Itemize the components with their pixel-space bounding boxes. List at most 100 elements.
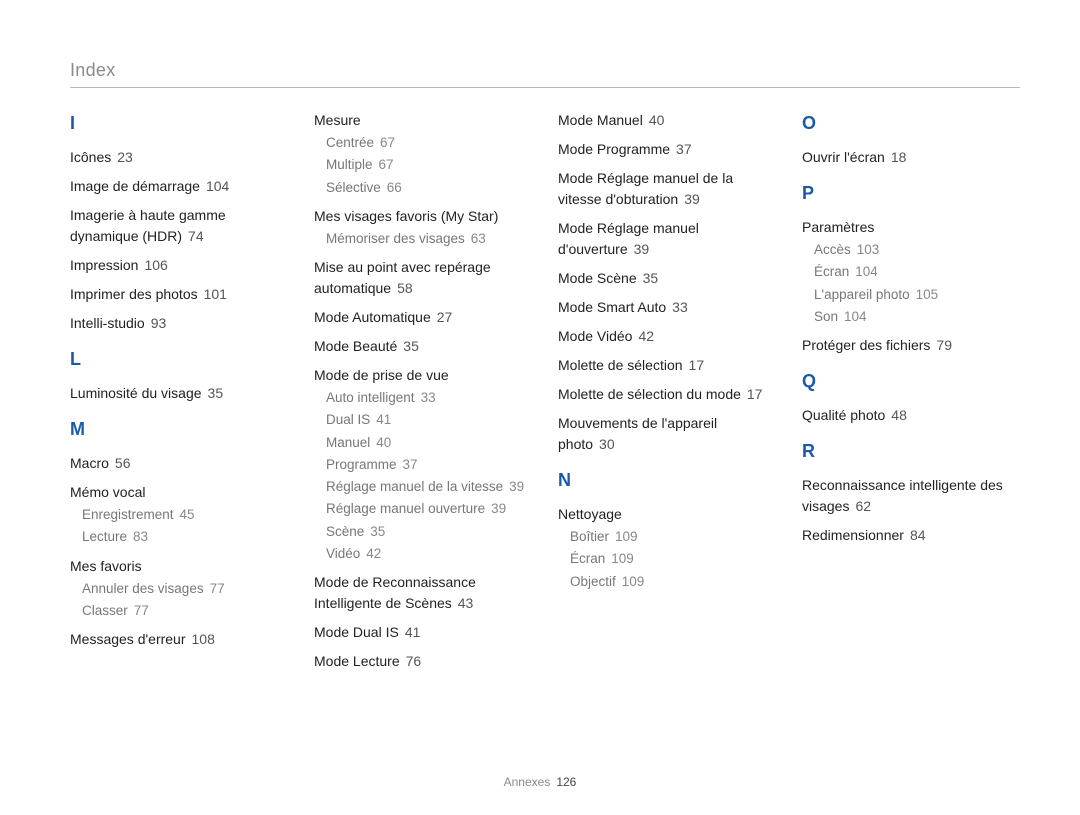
index-entry-label: Mode Dual IS — [314, 624, 399, 640]
index-entry[interactable]: Mode Scène35 — [558, 268, 776, 289]
index-entry-label: Macro — [70, 455, 109, 471]
index-subentry[interactable]: Accès103 — [814, 240, 1020, 260]
index-subentry[interactable]: Multiple67 — [326, 155, 532, 175]
index-subentries: Mémoriser des visages63 — [314, 229, 532, 249]
index-entry[interactable]: Mode Réglage manuel de la vitesse d'obtu… — [558, 168, 776, 210]
index-entry[interactable]: ParamètresAccès103Écran104L'appareil pho… — [802, 217, 1020, 327]
index-subentry-page: 42 — [366, 546, 381, 561]
index-subentry-page: 39 — [509, 479, 524, 494]
index-entry[interactable]: Intelli-studio93 — [70, 313, 288, 334]
index-entry-label: Mode Lecture — [314, 653, 400, 669]
index-entry[interactable]: Icônes23 — [70, 147, 288, 168]
index-entry[interactable]: Mode Lecture 76 — [314, 651, 532, 672]
index-entry-page: 17 — [689, 357, 705, 373]
index-entry-page: 35 — [208, 385, 224, 401]
index-subentry-label: Classer — [82, 603, 128, 618]
index-subentry-page: 39 — [491, 501, 506, 516]
index-subentries: Accès103Écran104L'appareil photo105Son10… — [802, 240, 1020, 327]
index-subentry[interactable]: Scène35 — [326, 522, 532, 542]
index-entry[interactable]: MesureCentrée67Multiple67Sélective66 — [314, 110, 532, 198]
index-subentry-label: Vidéo — [326, 546, 360, 561]
index-entry[interactable]: Mémo vocal Enregistrement45Lecture83 — [70, 482, 288, 548]
footer-page-number: 126 — [556, 775, 576, 789]
index-subentry[interactable]: Réglage manuel ouverture39 — [326, 499, 532, 519]
index-entry[interactable]: Mode Beauté35 — [314, 336, 532, 357]
index-entry[interactable]: Mode Programme37 — [558, 139, 776, 160]
index-entry[interactable]: Molette de sélection17 — [558, 355, 776, 376]
index-subentry-page: 66 — [387, 180, 402, 195]
index-entry[interactable]: Mode de Reconnaissance Intelligente de S… — [314, 572, 532, 614]
index-entry-label: Messages d'erreur — [70, 631, 186, 647]
index-entry-label: Mode de Reconnaissance Intelligente de S… — [314, 574, 476, 611]
index-subentry[interactable]: Objectif109 — [570, 572, 776, 592]
index-subentry-label: Programme — [326, 457, 397, 472]
index-subentry[interactable]: Boîtier109 — [570, 527, 776, 547]
index-subentry-page: 63 — [471, 231, 486, 246]
index-subentry[interactable]: Annuler des visages77 — [82, 579, 288, 599]
index-subentry[interactable]: Vidéo 42 — [326, 544, 532, 564]
index-entry[interactable]: Mode Manuel40 — [558, 110, 776, 131]
index-entry-label: Mode Beauté — [314, 338, 397, 354]
index-entry[interactable]: Mode Dual IS41 — [314, 622, 532, 643]
index-entry[interactable]: Ouvrir l'écran18 — [802, 147, 1020, 168]
index-subentry[interactable]: Lecture83 — [82, 527, 288, 547]
index-subentry[interactable]: Son104 — [814, 307, 1020, 327]
index-entry-label: Mode Vidéo — [558, 328, 632, 344]
index-entry[interactable]: Mise au point avec repérage automatique5… — [314, 257, 532, 299]
index-subentry[interactable]: L'appareil photo105 — [814, 285, 1020, 305]
index-entry-label: Mode Scène — [558, 270, 637, 286]
index-entry-page: 76 — [406, 653, 422, 669]
index-entry[interactable]: NettoyageBoîtier109Écran109Objectif109 — [558, 504, 776, 592]
index-entry-label: Reconnaissance intelligente des visages — [802, 477, 1003, 514]
index-entry[interactable]: Impression106 — [70, 255, 288, 276]
index-entry[interactable]: Mode de prise de vueAuto intelligent33Du… — [314, 365, 532, 564]
index-entry[interactable]: Qualité photo48 — [802, 405, 1020, 426]
index-entry[interactable]: Molette de sélection du mode17 — [558, 384, 776, 405]
index-entry[interactable]: Mode Réglage manuel d'ouverture39 — [558, 218, 776, 260]
index-subentry[interactable]: Classer 77 — [82, 601, 288, 621]
index-subentry[interactable]: Enregistrement45 — [82, 505, 288, 525]
index-subentry[interactable]: Programme37 — [326, 455, 532, 475]
index-entry[interactable]: Imagerie à haute gamme dynamique (HDR)74 — [70, 205, 288, 247]
index-subentry-label: L'appareil photo — [814, 287, 910, 302]
index-entry-label: Mémo vocal — [70, 484, 145, 500]
index-subentry[interactable]: Auto intelligent33 — [326, 388, 532, 408]
index-entry-page: 62 — [855, 498, 871, 514]
index-entry[interactable]: Mes visages favoris (My Star)Mémoriser d… — [314, 206, 532, 249]
index-letter: R — [802, 438, 1020, 465]
index-entry[interactable]: Reconnaissance intelligente des visages6… — [802, 475, 1020, 517]
index-subentry-page: 109 — [615, 529, 638, 544]
footer: Annexes126 — [0, 775, 1080, 789]
index-subentry[interactable]: Dual IS 41 — [326, 410, 532, 430]
index-subentry[interactable]: Réglage manuel de la vitesse39 — [326, 477, 532, 497]
index-subentry-page: 41 — [376, 412, 391, 427]
index-subentry[interactable]: Écran109 — [570, 549, 776, 569]
index-entry[interactable]: Mes favorisAnnuler des visages77Classer7… — [70, 556, 288, 622]
index-subentry[interactable]: Mémoriser des visages63 — [326, 229, 532, 249]
index-entry[interactable]: Luminosité du visage35 — [70, 383, 288, 404]
index-subentry-label: Dual IS — [326, 412, 370, 427]
index-subentry[interactable]: Écran104 — [814, 262, 1020, 282]
index-entry-page: 30 — [599, 436, 615, 452]
index-entry-page: 39 — [684, 191, 700, 207]
index-entry[interactable]: Mode Vidéo42 — [558, 326, 776, 347]
divider — [70, 87, 1020, 88]
index-entry[interactable]: Protéger des fichiers79 — [802, 335, 1020, 356]
index-entry[interactable]: Mode Smart Auto33 — [558, 297, 776, 318]
index-entry[interactable]: Image de démarrage104 — [70, 176, 288, 197]
index-entry-label: Mode de prise de vue — [314, 367, 449, 383]
index-entry-label: Imprimer des photos — [70, 286, 198, 302]
index-entry[interactable]: Mode Automatique27 — [314, 307, 532, 328]
index-entry[interactable]: Imprimer des photos101 — [70, 284, 288, 305]
index-subentry-label: Son — [814, 309, 838, 324]
index-subentry[interactable]: Centrée67 — [326, 133, 532, 153]
index-entry[interactable]: Messages d'erreur108 — [70, 629, 288, 650]
index-letter: P — [802, 180, 1020, 207]
index-subentry-page: 77 — [134, 603, 149, 618]
index-subentry[interactable]: Manuel40 — [326, 433, 532, 453]
index-entry[interactable]: Mouvements de l'appareil photo30 — [558, 413, 776, 455]
index-entry[interactable]: Macro56 — [70, 453, 288, 474]
index-entry[interactable]: Redimensionner84 — [802, 525, 1020, 546]
index-subentry[interactable]: Sélective66 — [326, 178, 532, 198]
index-subentry-page: 104 — [855, 264, 878, 279]
